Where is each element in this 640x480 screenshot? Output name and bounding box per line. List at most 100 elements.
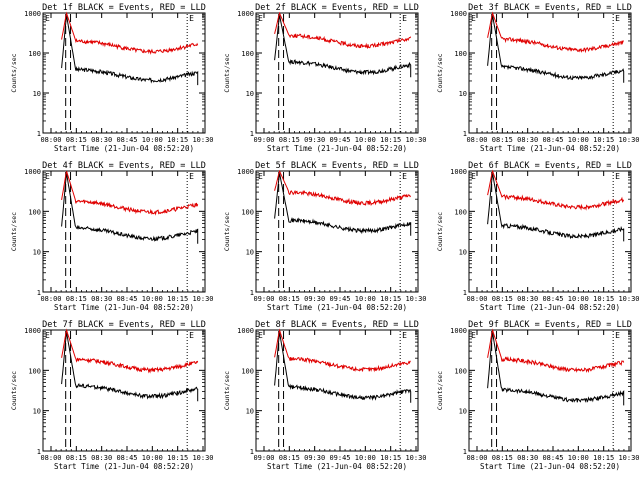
events-series-line — [61, 15, 199, 86]
y-axis-label: Counts/sec — [10, 53, 18, 92]
x-tick-label: 10:15 — [593, 295, 614, 303]
chart-title: Det 9f BLACK = Events, RED = LLD — [468, 320, 632, 330]
x-tick-label: 08:00 — [466, 454, 487, 462]
plot-frame — [255, 329, 419, 452]
x-axis-label: Start Time (21-Jun-04 08:52:20) — [480, 462, 620, 471]
chart-title: Det 2f BLACK = Events, RED = LLD — [255, 3, 419, 13]
start-marker-e: E — [45, 14, 50, 23]
x-tick-label: 09:00 — [253, 454, 274, 462]
x-tick-label: 10:15 — [380, 454, 401, 462]
y-tick-label: 10 — [246, 408, 254, 416]
plot-frame — [255, 170, 419, 293]
y-axis-label: Counts/sec — [10, 212, 18, 251]
x-tick-label: 10:30 — [405, 136, 426, 144]
x-tick-label: 10:00 — [355, 295, 376, 303]
plot-frame — [468, 12, 632, 134]
x-tick-label: 08:30 — [517, 136, 538, 144]
x-tick-label: 10:30 — [192, 136, 213, 144]
x-tick-label: 09:00 — [253, 295, 274, 303]
y-tick-label: 100 — [28, 208, 41, 216]
x-axis-label: Start Time (21-Jun-04 08:52:20) — [480, 303, 620, 312]
events-series-line — [274, 173, 412, 236]
x-tick-label: 10:15 — [380, 295, 401, 303]
lld-series-line — [61, 11, 199, 55]
y-tick-label: 1000 — [24, 10, 41, 18]
start-marker-e: E — [471, 172, 476, 181]
x-tick-label: 09:30 — [304, 295, 325, 303]
start-marker-e: E — [258, 14, 263, 23]
events-series-line — [61, 332, 199, 402]
y-tick-label: 100 — [454, 50, 467, 58]
y-tick-label: 10 — [459, 90, 467, 98]
x-tick-label: 10:15 — [380, 136, 401, 144]
y-tick-label: 10 — [459, 249, 467, 257]
y-tick-label: 100 — [454, 208, 467, 216]
x-tick-label: 10:15 — [593, 136, 614, 144]
events-series-line — [487, 15, 625, 83]
start-marker-e: E — [471, 331, 476, 340]
x-tick-label: 08:30 — [91, 454, 112, 462]
events-series-line — [61, 173, 199, 244]
x-tick-label: 10:30 — [405, 454, 426, 462]
x-tick-label: 08:00 — [40, 136, 61, 144]
y-axis-label: Counts/sec — [223, 212, 231, 251]
y-tick-label: 1 — [37, 289, 41, 297]
y-tick-label: 100 — [28, 50, 41, 58]
chart-title: Det 8f BLACK = Events, RED = LLD — [255, 320, 419, 330]
chart-title: Det 4f BLACK = Events, RED = LLD — [42, 161, 206, 171]
y-tick-label: 10 — [33, 408, 41, 416]
x-tick-label: 10:00 — [355, 454, 376, 462]
events-series-line — [487, 332, 625, 406]
x-tick-label: 08:00 — [40, 295, 61, 303]
x-tick-label: 08:15 — [66, 295, 87, 303]
x-tick-label: 08:00 — [40, 454, 61, 462]
end-marker-e: E — [615, 172, 620, 181]
y-tick-label: 100 — [28, 367, 41, 375]
x-axis-label: Start Time (21-Jun-04 08:52:20) — [54, 462, 194, 471]
y-tick-label: 10 — [33, 249, 41, 257]
y-tick-label: 1 — [463, 448, 467, 456]
lld-series-line — [274, 11, 412, 50]
y-tick-label: 1000 — [237, 327, 254, 335]
end-marker-e: E — [189, 172, 194, 181]
y-tick-label: 1000 — [237, 168, 254, 176]
x-axis-label: Start Time (21-Jun-04 08:52:20) — [267, 462, 407, 471]
x-axis-label: Start Time (21-Jun-04 08:52:20) — [480, 144, 620, 153]
x-tick-label: 10:30 — [405, 295, 426, 303]
x-tick-label: 08:15 — [66, 136, 87, 144]
x-axis-label: Start Time (21-Jun-04 08:52:20) — [267, 303, 407, 312]
y-tick-label: 1 — [250, 130, 254, 138]
lld-series-line — [487, 11, 624, 54]
x-tick-label: 08:30 — [517, 454, 538, 462]
x-tick-label: 08:15 — [279, 454, 300, 462]
y-tick-label: 100 — [241, 50, 254, 58]
events-series-line — [274, 15, 412, 78]
y-tick-label: 100 — [454, 367, 467, 375]
chart-title: Det 5f BLACK = Events, RED = LLD — [255, 161, 419, 171]
x-tick-label: 09:30 — [304, 454, 325, 462]
x-axis-label: Start Time (21-Jun-04 08:52:20) — [267, 144, 407, 153]
x-tick-label: 08:15 — [492, 136, 513, 144]
plot-frame — [42, 329, 206, 452]
y-tick-label: 1 — [37, 448, 41, 456]
plot-frame — [255, 12, 419, 134]
x-axis-label: Start Time (21-Jun-04 08:52:20) — [54, 144, 194, 153]
y-tick-label: 1000 — [450, 327, 467, 335]
start-marker-e: E — [45, 331, 50, 340]
x-axis-label: Start Time (21-Jun-04 08:52:20) — [54, 303, 194, 312]
x-tick-label: 10:15 — [167, 454, 188, 462]
y-axis-label: Counts/sec — [223, 371, 231, 410]
y-tick-label: 1 — [463, 289, 467, 297]
start-marker-e: E — [471, 14, 476, 23]
x-tick-label: 10:00 — [142, 454, 163, 462]
y-tick-label: 1 — [250, 289, 254, 297]
y-tick-label: 100 — [241, 208, 254, 216]
x-tick-label: 08:00 — [466, 295, 487, 303]
y-axis-label: Counts/sec — [436, 212, 444, 251]
x-tick-label: 08:00 — [466, 136, 487, 144]
lld-series-line — [274, 328, 411, 373]
x-tick-label: 10:00 — [355, 136, 376, 144]
x-tick-label: 10:00 — [142, 136, 163, 144]
x-tick-label: 08:30 — [517, 295, 538, 303]
y-tick-label: 1 — [463, 130, 467, 138]
